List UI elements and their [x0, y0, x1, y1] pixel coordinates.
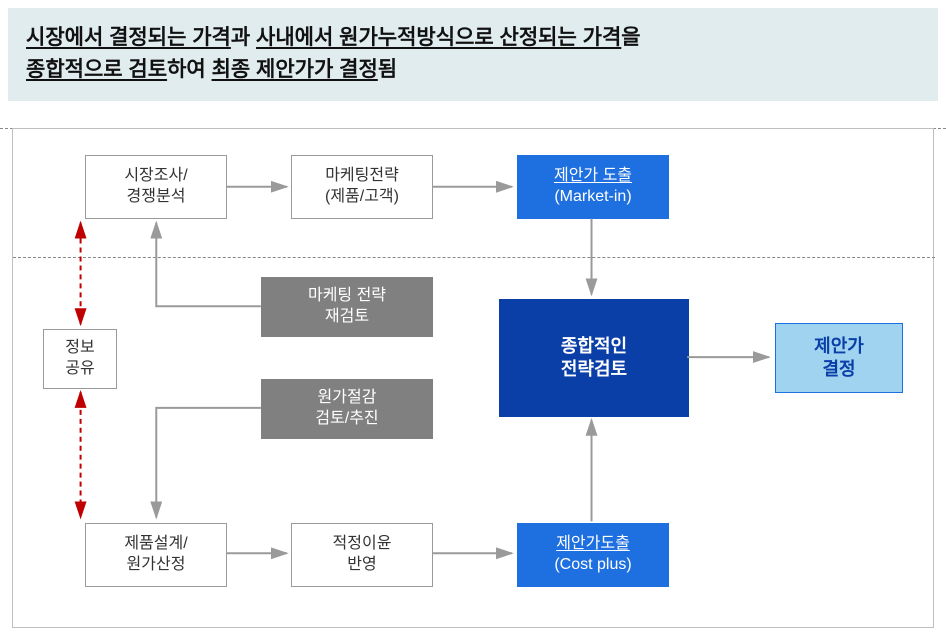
header-seg3: 사내에서 원가누적방식으로 산정되는 가격 [256, 26, 621, 49]
node-label: 재검토 [325, 308, 369, 325]
header-seg4: 을 [621, 26, 640, 49]
node-label: 경쟁분석 [127, 188, 186, 205]
node-label: 종합적인 [561, 336, 627, 356]
node-label: 마케팅 전략 [308, 287, 386, 304]
node-label: 제안가도출 [556, 535, 630, 552]
node-price-decision: 제안가 결정 [775, 323, 903, 393]
node-label: 적정이윤 [333, 535, 392, 552]
node-label: 전략검토 [561, 359, 627, 379]
node-label: 제안가 도출 [554, 167, 632, 184]
header-seg7: 최종 제안가가 결정 [212, 58, 378, 81]
node-label: (Market-in) [554, 188, 631, 205]
node-profit-margin: 적정이윤 반영 [291, 523, 433, 587]
node-label: 결정 [822, 359, 855, 379]
node-label: (Cost plus) [554, 556, 631, 573]
node-marketing-review: 마케팅 전략 재검토 [261, 277, 433, 337]
node-cost-reduction: 원가절감 검토/추진 [261, 379, 433, 439]
node-label: 제품설계/ [124, 535, 187, 552]
node-label: 원가절감 [318, 389, 377, 406]
header-seg8: 됨 [378, 58, 397, 81]
node-marketing-strategy: 마케팅전략 (제품/고객) [291, 155, 433, 219]
flowchart-frame: 시장조사/ 경쟁분석 마케팅전략 (제품/고객) 제안가 도출 (Market-… [12, 128, 934, 628]
node-label: 시장조사/ [124, 167, 187, 184]
header-banner: 시장에서 결정되는 가격과 사내에서 원가누적방식으로 산정되는 가격을 종합적… [8, 8, 938, 101]
node-info-share: 정보 공유 [43, 329, 117, 389]
node-comprehensive-review: 종합적인 전략검토 [499, 299, 689, 417]
flow-divider-mid [13, 257, 935, 258]
header-seg2: 과 [231, 26, 256, 49]
node-market-research: 시장조사/ 경쟁분석 [85, 155, 227, 219]
node-proposal-marketin: 제안가 도출 (Market-in) [517, 155, 669, 219]
node-product-design: 제품설계/ 원가산정 [85, 523, 227, 587]
header-seg5: 종합적으로 검토 [26, 58, 167, 81]
node-label: 원가산정 [127, 556, 186, 573]
node-label: 반영 [347, 556, 376, 573]
header-seg6: 하여 [167, 58, 211, 81]
node-proposal-costplus: 제안가도출 (Cost plus) [517, 523, 669, 587]
node-label: (제품/고객) [325, 188, 399, 205]
node-label: 제안가 [814, 336, 864, 356]
node-label: 공유 [65, 360, 94, 377]
node-label: 정보 [65, 339, 94, 356]
node-label: 검토/추진 [315, 410, 378, 427]
header-seg1: 시장에서 결정되는 가격 [26, 26, 231, 49]
node-label: 마케팅전략 [325, 167, 399, 184]
